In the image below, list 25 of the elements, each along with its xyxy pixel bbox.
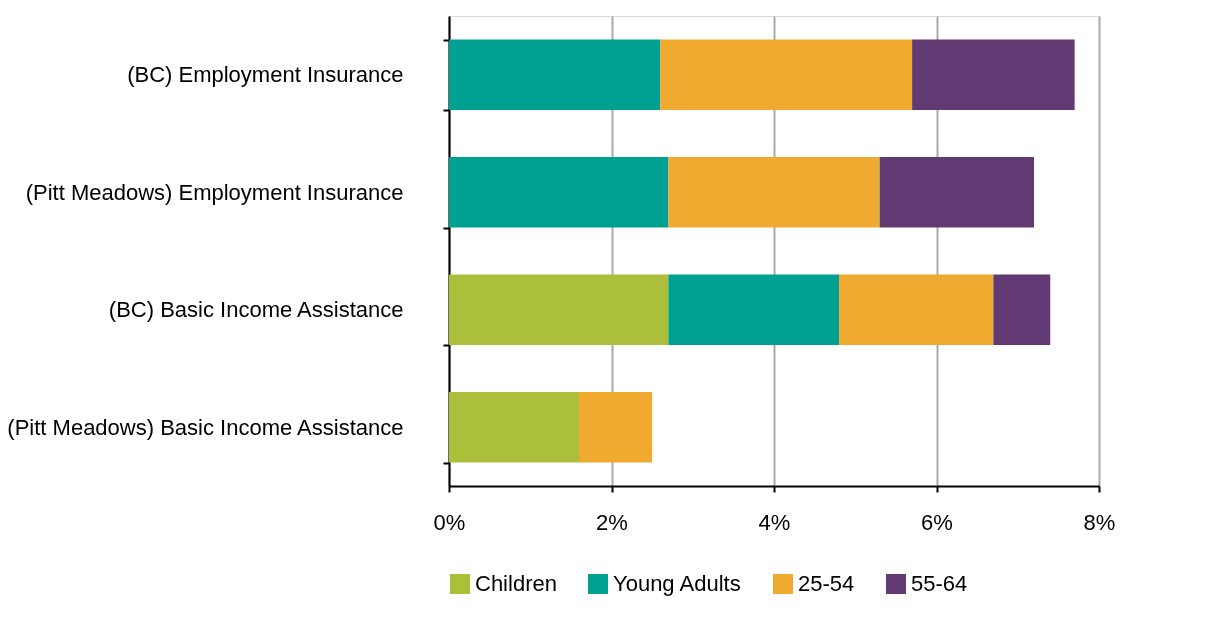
bar xyxy=(449,39,661,110)
bar xyxy=(449,274,669,345)
bar xyxy=(912,39,1075,110)
bar xyxy=(449,392,579,463)
y-tick-label: (BC) Employment Insurance xyxy=(127,62,404,88)
bar xyxy=(449,157,669,228)
y-tick-label: (BC) Basic Income Assistance xyxy=(108,297,404,323)
legend-label: Children xyxy=(475,571,557,596)
legend-label: 55-64 xyxy=(911,571,968,596)
bar xyxy=(993,274,1051,345)
x-tick-label: 2% xyxy=(596,509,628,535)
bar xyxy=(879,157,1034,228)
bar xyxy=(668,157,880,228)
y-tick-label: (Pitt Meadows) Basic Income Assistance xyxy=(7,414,404,440)
x-tick-label: 0% xyxy=(433,509,466,535)
x-tick-label: 6% xyxy=(921,509,953,535)
bar xyxy=(839,274,994,345)
bar xyxy=(668,274,839,345)
legend-label: Young Adults xyxy=(613,571,741,596)
x-tick-label: 8% xyxy=(1083,509,1116,535)
y-tick-label: (Pitt Meadows) Employment Insurance xyxy=(25,179,404,205)
x-tick-label: 4% xyxy=(758,509,791,535)
legend-label: 25-54 xyxy=(798,571,855,596)
bar xyxy=(579,392,653,463)
bar xyxy=(660,39,913,110)
